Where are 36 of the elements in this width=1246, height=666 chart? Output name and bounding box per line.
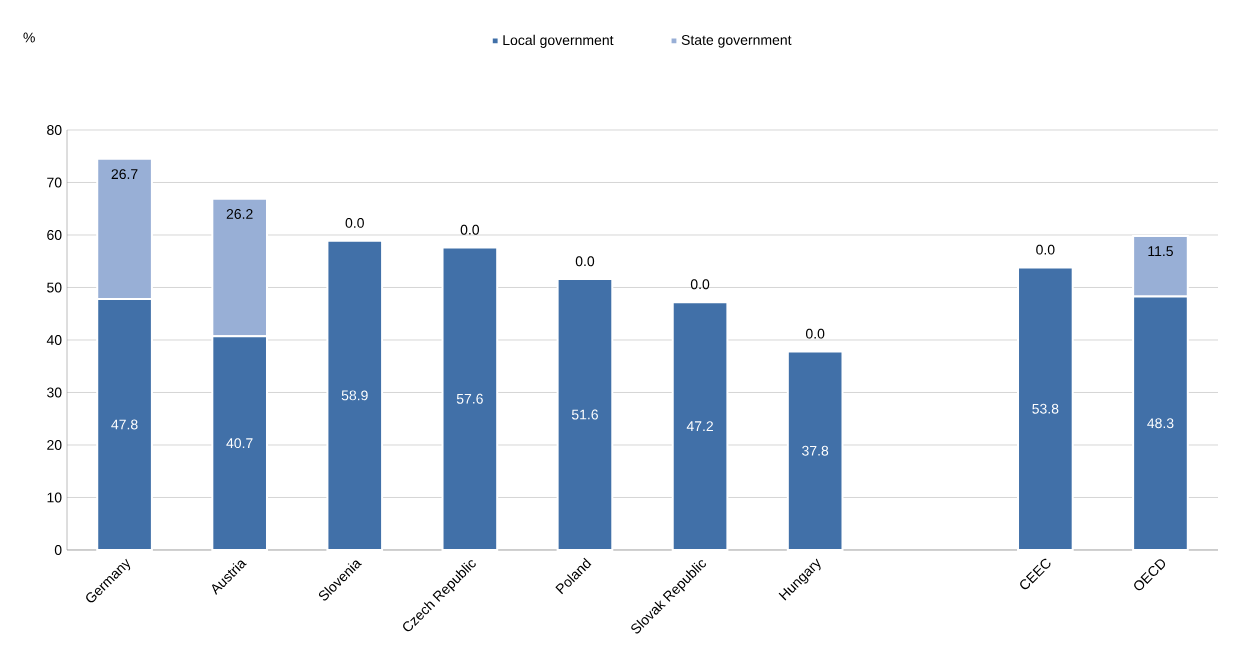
data-label: 47.2 (686, 421, 713, 431)
data-label: 51.6 (571, 409, 598, 420)
y-tick-label: 20 (47, 440, 62, 450)
bar (786, 350, 844, 551)
y-tick-label: 0 (54, 545, 62, 555)
legend-label: Local government (503, 34, 614, 48)
bar (441, 246, 499, 551)
data-label: 47.8 (111, 419, 138, 430)
data-label: 26.7 (111, 169, 138, 180)
data-label: 58.9 (341, 390, 368, 401)
y-tick-label: 70 (47, 177, 62, 188)
data-label: 0.0 (690, 279, 710, 290)
data-label: 48.3 (1147, 418, 1174, 429)
data-label: 11.5 (1148, 246, 1173, 257)
text: % (23, 32, 35, 43)
data-label: 0.0 (805, 328, 825, 339)
bar (671, 301, 729, 551)
y-tick-label: 60 (47, 230, 62, 240)
y-tick-label: 80 (47, 125, 62, 135)
data-label: 53.8 (1032, 403, 1059, 414)
data-label: 26.2 (226, 209, 253, 219)
y-tick-label: 40 (46, 335, 62, 345)
data-label: 0.0 (575, 256, 595, 267)
y-tick-label: 10 (47, 492, 62, 503)
y-tick-label: 50 (47, 282, 62, 293)
bar (1017, 266, 1074, 551)
data-label: 40.7 (226, 438, 253, 449)
bar (556, 278, 614, 551)
legend-label: State government (681, 35, 792, 48)
data-label: 0.0 (460, 224, 480, 235)
y-tick-label: 30 (47, 387, 62, 398)
data-label: 37.8 (802, 445, 829, 456)
data-label: 0.0 (345, 217, 364, 228)
data-label: 0.0 (1036, 244, 1055, 255)
data-label: 57.6 (456, 393, 483, 404)
bar (326, 239, 384, 551)
